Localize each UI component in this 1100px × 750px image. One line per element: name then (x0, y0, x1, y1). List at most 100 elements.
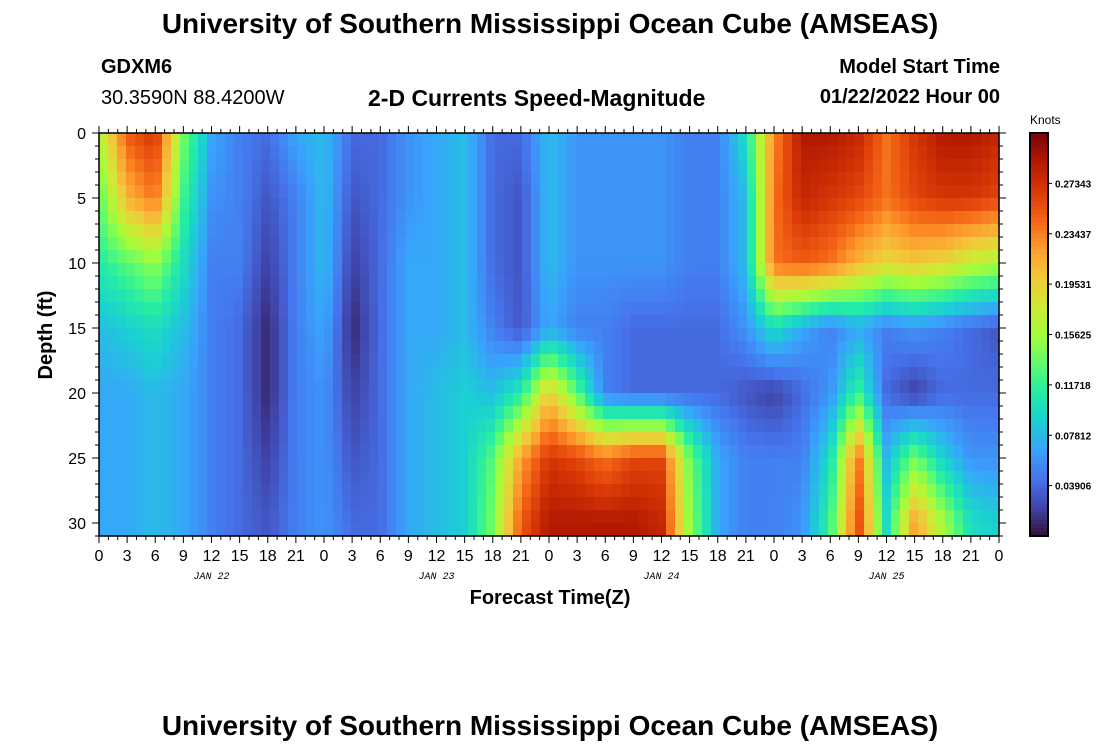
heatmap-cell (351, 497, 361, 511)
heatmap-cell (315, 146, 325, 160)
heatmap-cell (216, 523, 226, 537)
heatmap-cell (810, 523, 820, 537)
heatmap-cell (324, 224, 334, 238)
heatmap-cell (216, 354, 226, 368)
heatmap-cell (531, 471, 541, 485)
heatmap-cell (855, 419, 865, 433)
heatmap-cell (333, 172, 343, 186)
heatmap-cell (765, 367, 775, 381)
heatmap-cell (234, 224, 244, 238)
heatmap-cell (567, 224, 577, 238)
heatmap-cell (657, 289, 667, 303)
heatmap-cell (819, 172, 829, 186)
heatmap-cell (612, 276, 622, 290)
colorbar-segment (1030, 515, 1048, 521)
heatmap-cell (846, 523, 856, 537)
heatmap-cell (720, 406, 730, 420)
heatmap-cell (648, 263, 658, 277)
heatmap-cell (189, 354, 199, 368)
heatmap-cell (873, 185, 883, 199)
heatmap-cell (108, 419, 118, 433)
heatmap-cell (270, 224, 280, 238)
heatmap-cell (855, 406, 865, 420)
heatmap-cell (837, 471, 847, 485)
heatmap-cell (828, 406, 838, 420)
heatmap-cell (522, 172, 532, 186)
heatmap-cell (765, 354, 775, 368)
heatmap-cell (558, 185, 568, 199)
heatmap-cell (387, 289, 397, 303)
heatmap-cell (621, 159, 631, 173)
heatmap-cell (990, 276, 1000, 290)
heatmap-cell (270, 432, 280, 446)
heatmap-cell (486, 484, 496, 498)
heatmap-cell (342, 406, 352, 420)
heatmap-cell (225, 198, 235, 212)
heatmap-cell (756, 159, 766, 173)
heatmap-cell (351, 146, 361, 160)
heatmap-cell (963, 315, 973, 329)
heatmap-cell (972, 289, 982, 303)
heatmap-cell (612, 341, 622, 355)
heatmap-cell (225, 341, 235, 355)
heatmap-cell (567, 315, 577, 329)
heatmap-cell (729, 276, 739, 290)
heatmap-cell (414, 263, 424, 277)
heatmap-cell (810, 159, 820, 173)
heatmap-cell (486, 406, 496, 420)
heatmap-cell (99, 432, 109, 446)
heatmap-cell (423, 419, 433, 433)
heatmap-cell (936, 211, 946, 225)
heatmap-cell (153, 497, 163, 511)
heatmap-cell (144, 523, 154, 537)
heatmap-cell (531, 198, 541, 212)
heatmap-cell (513, 172, 523, 186)
heatmap-cell (441, 445, 451, 459)
heatmap-cell (648, 341, 658, 355)
heatmap-cell (909, 497, 919, 511)
heatmap-cell (315, 458, 325, 472)
heatmap-cell (153, 406, 163, 420)
heatmap-cell (747, 159, 757, 173)
heatmap-cell (198, 354, 208, 368)
heatmap-cell (621, 302, 631, 316)
heatmap-cell (216, 458, 226, 472)
heatmap-cell (792, 172, 802, 186)
heatmap-cell (693, 523, 703, 537)
heatmap-cell (144, 289, 154, 303)
heatmap-cell (459, 328, 469, 342)
heatmap-cell (684, 159, 694, 173)
heatmap-cell (513, 510, 523, 524)
heatmap-cell (99, 276, 109, 290)
heatmap-cell (522, 497, 532, 511)
heatmap-cell (657, 419, 667, 433)
heatmap-cell (648, 406, 658, 420)
colorbar-segment (1030, 314, 1048, 319)
heatmap-cell (135, 172, 145, 186)
heatmap-cell (468, 406, 478, 420)
heatmap-cell (171, 471, 181, 485)
heatmap-cell (792, 224, 802, 238)
colorbar-segment (1030, 306, 1048, 311)
heatmap-cell (585, 445, 595, 459)
heatmap-cell (99, 302, 109, 316)
heatmap-cell (99, 224, 109, 238)
heatmap-cell (540, 172, 550, 186)
heatmap-cell (909, 250, 919, 264)
heatmap-cell (126, 146, 136, 160)
heatmap-cell (891, 523, 901, 537)
heatmap-cell (216, 250, 226, 264)
heatmap-cell (981, 211, 991, 225)
heatmap-cell (225, 406, 235, 420)
y-tick-label: 10 (68, 256, 86, 273)
heatmap-cell (126, 471, 136, 485)
heatmap-cell (540, 484, 550, 498)
heatmap-cell (819, 510, 829, 524)
heatmap-cell (144, 276, 154, 290)
heatmap-cell (432, 224, 442, 238)
heatmap-cell (189, 471, 199, 485)
heatmap-cell (234, 523, 244, 537)
heatmap-cell (468, 497, 478, 511)
heatmap-cell (954, 497, 964, 511)
heatmap-cell (837, 523, 847, 537)
